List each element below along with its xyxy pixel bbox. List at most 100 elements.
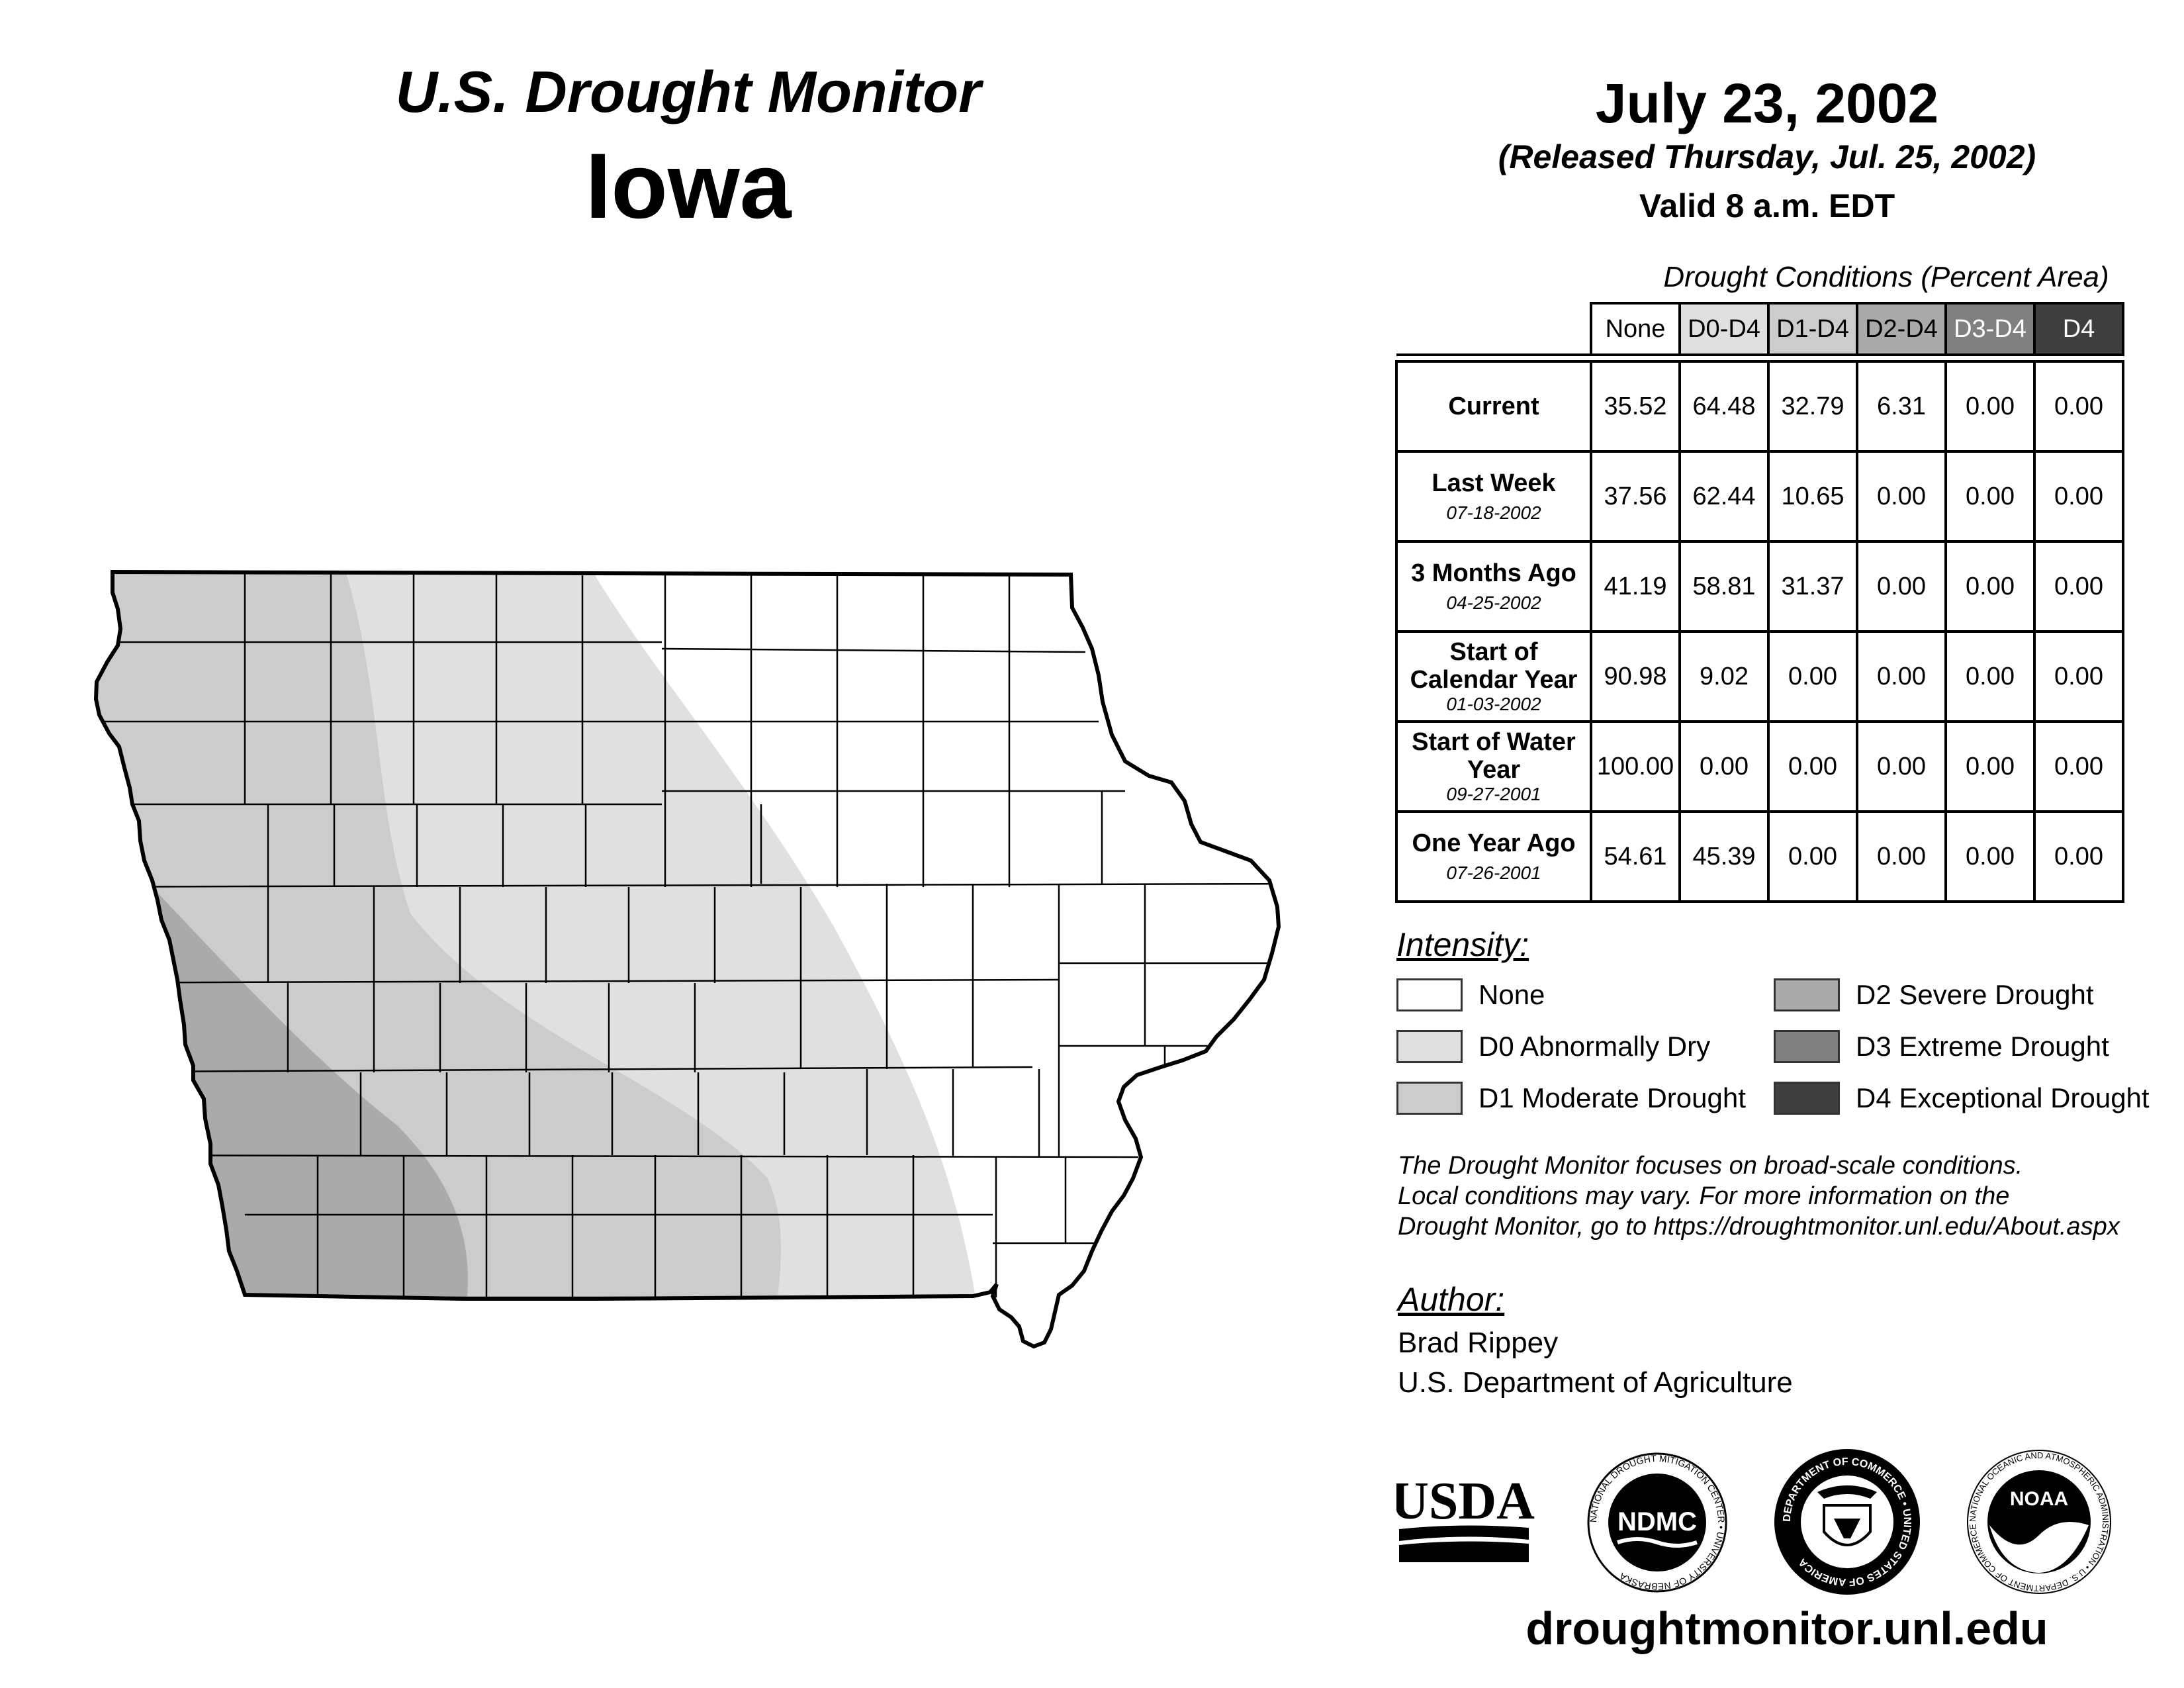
table-cell: 0.00 <box>1944 720 2036 813</box>
row-date: 01-03-2002 <box>1446 694 1541 714</box>
table-cell: 0.00 <box>1856 630 1947 723</box>
legend-swatch <box>1396 1030 1463 1063</box>
website-url[interactable]: droughtmonitor.unl.edu <box>1525 1603 2048 1654</box>
product-title: U.S. Drought Monitor <box>395 59 981 124</box>
col-header-d0-d4: D0-D4 <box>1678 302 1770 356</box>
table-cell: 0.00 <box>2033 360 2124 453</box>
row-date: 07-18-2002 <box>1446 502 1541 523</box>
legend-item-none: None <box>1396 978 1545 1011</box>
row-date: 07-26-2001 <box>1446 863 1541 883</box>
table-cell: 0.00 <box>2033 810 2124 903</box>
author-org: U.S. Department of Agriculture <box>1398 1366 1793 1399</box>
row-label: One Year Ago 07-26-2001 <box>1395 810 1592 903</box>
table-cell: 0.00 <box>1856 450 1947 543</box>
table-cell: 0.00 <box>1944 810 2036 903</box>
table-cell: 6.31 <box>1856 360 1947 453</box>
table-cell: 41.19 <box>1590 540 1681 633</box>
table-row: One Year Ago 07-26-2001 54.61 45.39 0.00 … <box>1395 810 2124 903</box>
table-cell: 100.00 <box>1590 720 1681 813</box>
legend-item-d4: D4 Exceptional Drought <box>1774 1082 2150 1115</box>
table-cell: 0.00 <box>1767 720 1858 813</box>
table-row: Start of Water Year 09-27-2001 100.00 0.0… <box>1395 720 2124 813</box>
disclaimer-notes: The Drought Monitor focuses on broad-sca… <box>1398 1150 2165 1242</box>
note-line: The Drought Monitor focuses on broad-sca… <box>1398 1152 2023 1180</box>
row-label: Current <box>1395 360 1592 453</box>
map-date: July 23, 2002 <box>1595 72 1939 134</box>
legend-label: D2 Severe Drought <box>1856 979 2094 1010</box>
legend-item-d3: D3 Extreme Drought <box>1774 1030 2109 1063</box>
table-row: Current 35.52 64.48 32.79 6.31 0.00 0.00 <box>1395 360 2124 453</box>
valid-time: Valid 8 a.m. EDT <box>1639 187 1895 224</box>
legend-swatch <box>1774 1082 1840 1115</box>
table-cell: 0.00 <box>1856 540 1947 633</box>
legend-swatch <box>1774 1030 1840 1063</box>
table-cell: 0.00 <box>2033 450 2124 543</box>
svg-text:NDMC: NDMC <box>1617 1507 1697 1536</box>
table-cell: 0.00 <box>1767 810 1858 903</box>
table-cell: 54.61 <box>1590 810 1681 903</box>
table-row: Last Week 07-18-2002 37.56 62.44 10.65 0.… <box>1395 450 2124 543</box>
legend-item-d1: D1 Moderate Drought <box>1396 1082 1746 1115</box>
table-cell: 90.98 <box>1590 630 1681 723</box>
legend-swatch <box>1396 1082 1463 1115</box>
table-row: 3 Months Ago 04-25-2002 41.19 58.81 31.37… <box>1395 540 2124 633</box>
legend-label: D0 Abnormally Dry <box>1479 1031 1711 1062</box>
row-date: 09-27-2001 <box>1446 784 1541 804</box>
table-cell: 9.02 <box>1678 630 1770 723</box>
table-cell: 0.00 <box>1944 450 2036 543</box>
table-cell: 45.39 <box>1678 810 1770 903</box>
usda-logo: USDA <box>1396 1472 1535 1562</box>
drought-conditions-table: None D0-D4 D1-D4 D2-D4 D3-D4 D4 Current … <box>1395 302 2124 903</box>
col-header-d1-d4: D1-D4 <box>1767 302 1858 356</box>
doc-seal-logo: DEPARTMENT OF COMMERCE • UNITED STATES O… <box>1774 1449 1920 1595</box>
table-cell: 0.00 <box>2033 540 2124 633</box>
row-label: Start of Calendar Year 01-03-2002 <box>1395 630 1592 723</box>
table-cell: 32.79 <box>1767 360 1858 453</box>
legend-item-d2: D2 Severe Drought <box>1774 978 2094 1011</box>
legend-swatch <box>1396 978 1463 1011</box>
legend-swatch <box>1774 978 1840 1011</box>
table-cell: 0.00 <box>1856 720 1947 813</box>
noaa-logo: NATIONAL OCEANIC AND ATMOSPHERIC ADMINIS… <box>1967 1450 2111 1594</box>
table-cell: 0.00 <box>1944 540 2036 633</box>
table-header-row: None D0-D4 D1-D4 D2-D4 D3-D4 D4 <box>1396 302 2124 356</box>
note-line: Drought Monitor, go to https://droughtmo… <box>1398 1213 2120 1241</box>
ndmc-logo: NATIONAL DROUGHT MITIGATION CENTER • UNI… <box>1587 1452 1727 1593</box>
col-header-d4: D4 <box>2033 302 2124 356</box>
table-cell: 0.00 <box>2033 720 2124 813</box>
col-header-d2-d4: D2-D4 <box>1856 302 1947 356</box>
table-row: Start of Calendar Year 01-03-2002 90.98 9… <box>1395 630 2124 723</box>
legend-item-d0: D0 Abnormally Dry <box>1396 1030 1710 1063</box>
release-date: (Released Thursday, Jul. 25, 2002) <box>1498 138 2036 175</box>
table-cell: 0.00 <box>1856 810 1947 903</box>
row-label: 3 Months Ago 04-25-2002 <box>1395 540 1592 633</box>
col-header-none: None <box>1590 302 1681 356</box>
row-date: 04-25-2002 <box>1446 592 1541 613</box>
author-name: Brad Rippey <box>1398 1327 1559 1359</box>
row-label: Start of Water Year 09-27-2001 <box>1395 720 1592 813</box>
svg-text:USDA: USDA <box>1396 1472 1535 1530</box>
table-cell: 31.37 <box>1767 540 1858 633</box>
col-header-d3-d4: D3-D4 <box>1944 302 2036 356</box>
legend-label: D4 Exceptional Drought <box>1856 1082 2150 1113</box>
table-cell: 0.00 <box>1678 720 1770 813</box>
header-blank-cell <box>1396 303 1592 356</box>
legend-label: D3 Extreme Drought <box>1856 1031 2109 1062</box>
state-title: Iowa <box>585 134 792 238</box>
legend-label: None <box>1479 979 1545 1010</box>
table-cell: 35.52 <box>1590 360 1681 453</box>
note-line: Local conditions may vary. For more info… <box>1398 1182 2010 1210</box>
table-cell: 58.81 <box>1678 540 1770 633</box>
table-cell: 10.65 <box>1767 450 1858 543</box>
table-cell: 64.48 <box>1678 360 1770 453</box>
author-title: Author: <box>1398 1281 1505 1318</box>
iowa-drought-map <box>0 0 1324 1390</box>
table-cell: 62.44 <box>1678 450 1770 543</box>
table-cell: 0.00 <box>1944 360 2036 453</box>
table-cell: 0.00 <box>2033 630 2124 723</box>
table-cell: 37.56 <box>1590 450 1681 543</box>
drought-areas <box>96 572 1279 1346</box>
table-cell: 0.00 <box>1944 630 2036 723</box>
svg-text:NOAA: NOAA <box>2010 1488 2068 1510</box>
table-caption: Drought Conditions (Percent Area) <box>1663 261 2109 293</box>
